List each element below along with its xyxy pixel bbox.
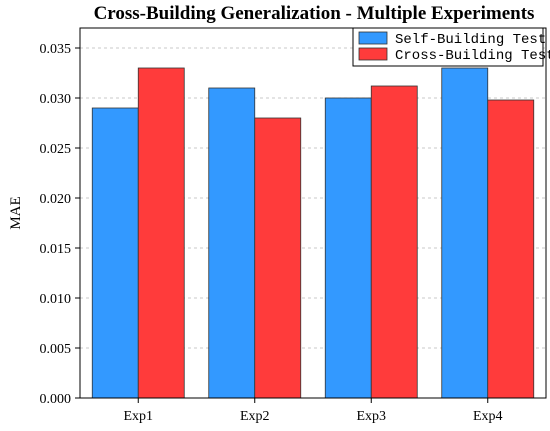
y-tick-label: 0.030 [40,92,72,107]
x-tick-label: Exp4 [473,409,503,424]
y-tick-label: 0.025 [40,142,72,157]
legend-label: Cross-Building Test [395,48,550,64]
bar-self-building-exp3 [324,97,372,399]
bar-self-building-exp4 [441,67,489,399]
x-tick-label: Exp1 [123,409,153,424]
chart-title: Cross-Building Generalization - Multiple… [94,3,535,24]
x-tick-label: Exp2 [240,409,270,424]
y-tick-label: 0.010 [40,292,72,307]
axes: 0.000 0.005 0.010 0.015 0.020 0.025 0.030 0.035… [40,42,503,424]
legend-label: Self-Building Test [395,32,546,48]
y-tick-label: 0.005 [40,342,72,357]
legend-swatch [358,31,388,45]
legend-swatch [358,47,388,61]
plot-frame [79,27,547,399]
y-axis-label: MAE [8,196,24,229]
bar-cross-building-exp1 [137,67,185,399]
y-tick-label: 0.035 [40,42,72,57]
y-tick-label: 0.015 [40,242,72,257]
y-tick-label: 0.000 [40,392,72,407]
bar-self-building-exp2 [208,87,256,399]
bar-cross-building-exp4 [487,99,535,399]
bar-cross-building-exp3 [370,85,418,399]
y-tick-label: 0.020 [40,192,72,207]
bar-cross-building-exp2 [254,117,302,399]
bars [91,67,535,399]
x-tick-label: Exp3 [356,409,386,424]
bar-self-building-exp1 [91,107,139,399]
